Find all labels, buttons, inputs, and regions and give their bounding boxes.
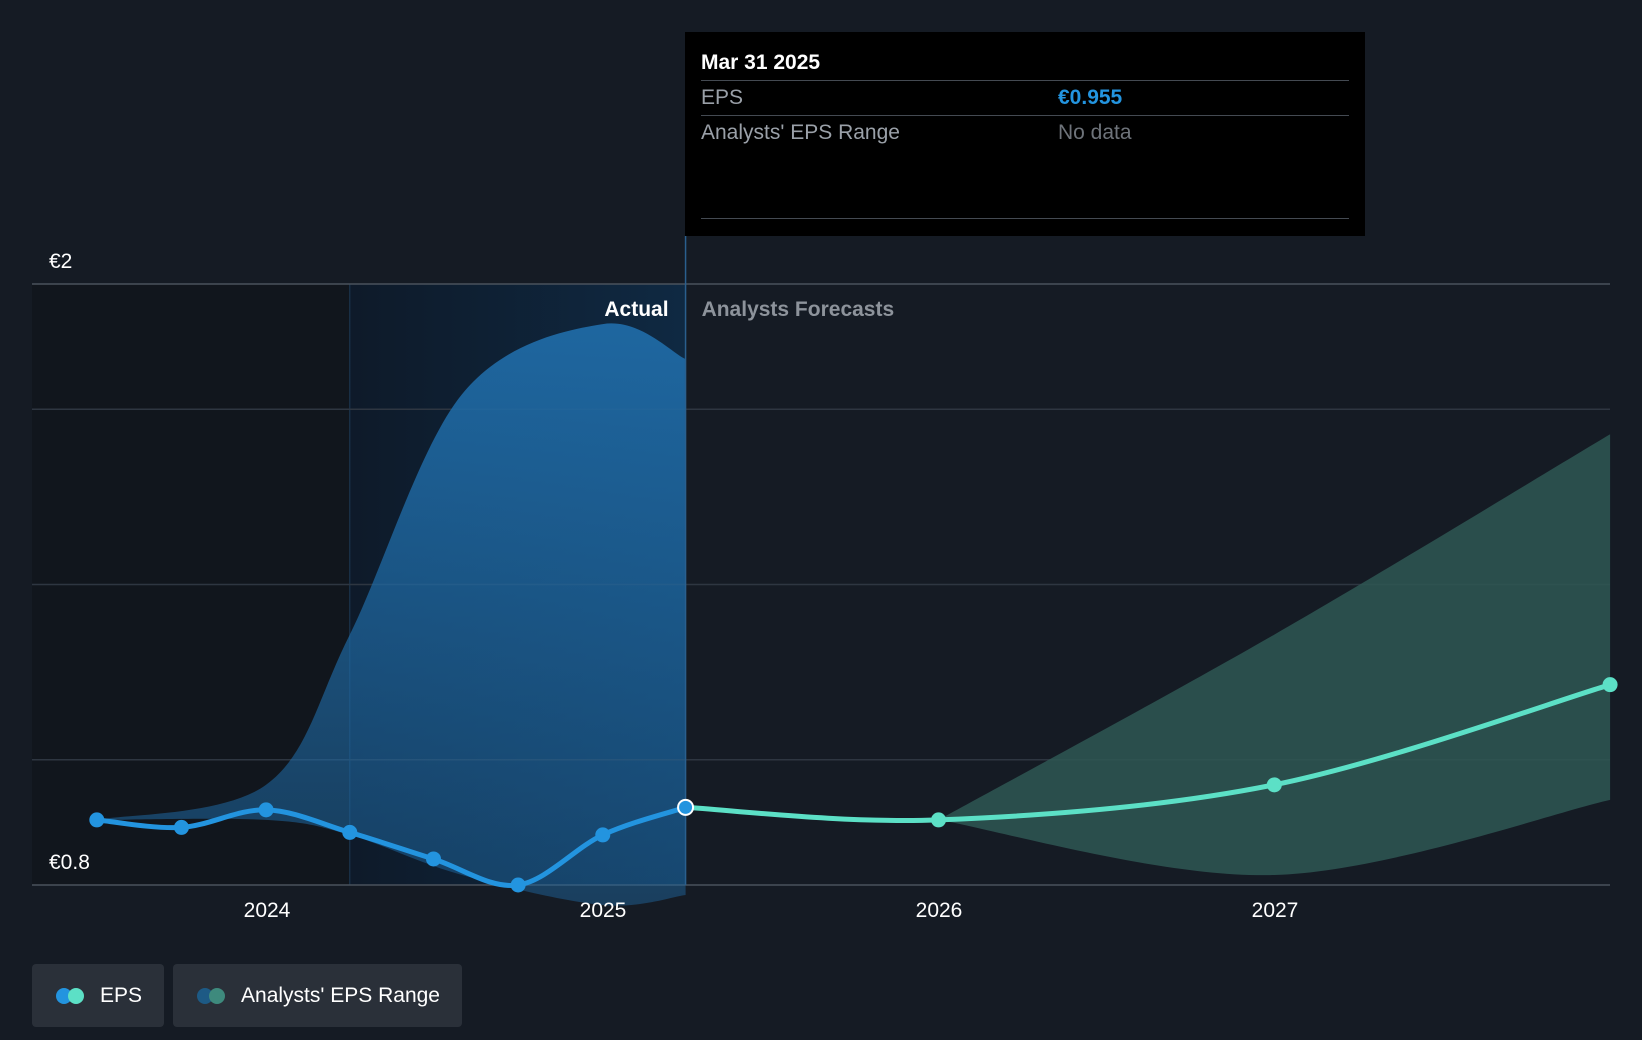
tooltip-range-label: Analysts' EPS Range	[701, 121, 900, 144]
eps-actual-point	[426, 851, 442, 867]
tooltip-date: Mar 31 2025	[701, 46, 1349, 81]
x-tick-label: 2024	[244, 899, 291, 922]
eps-forecast-line	[683, 682, 1613, 824]
tooltip-range-value: No data	[1058, 121, 1132, 144]
eps-actual-point	[510, 877, 526, 893]
eps-range-band-forecast	[938, 434, 1611, 876]
eps-range-legend-icon	[197, 987, 227, 1004]
actual-region-label: Actual	[604, 298, 668, 321]
legend-dot-forecast	[68, 987, 84, 1004]
x-tick-label: 2026	[916, 899, 963, 922]
eps-actual-line	[94, 804, 689, 888]
legend-dot-range-forecast	[209, 987, 226, 1004]
eps-actual-point	[89, 812, 105, 828]
legend-item-eps[interactable]: EPS	[32, 964, 165, 1027]
eps-legend-icon	[56, 987, 86, 1004]
tooltip-eps-value: €0.955	[1058, 86, 1123, 109]
legend-label-eps-range: Analysts' EPS Range	[241, 983, 440, 1007]
eps-actual-point	[258, 802, 274, 818]
forecast-region-label: Analysts Forecasts	[702, 298, 895, 321]
eps-actual-point	[342, 824, 358, 840]
legend: EPS Analysts' EPS Range	[32, 964, 462, 1027]
legend-label-eps: EPS	[100, 983, 143, 1007]
y-axis-label-top: €2	[49, 250, 72, 273]
eps-range-band-actual	[96, 323, 686, 906]
eps-forecast-point	[1266, 777, 1282, 793]
tooltip-divider	[701, 218, 1349, 219]
x-tick-label: 2025	[580, 899, 627, 922]
eps-forecast-point	[1602, 677, 1618, 693]
x-tick-label: 2027	[1252, 899, 1299, 922]
eps-highlighted-point	[677, 798, 695, 816]
legend-item-eps-range[interactable]: Analysts' EPS Range	[173, 964, 462, 1027]
y-axis-label-bottom: €0.8	[49, 851, 90, 874]
tooltip-range-row: Analysts' EPS Range No data	[701, 116, 1349, 150]
tooltip-eps-label: EPS	[701, 86, 744, 109]
eps-actual-point	[173, 819, 189, 835]
tooltip: Mar 31 2025 EPS €0.955 Analysts' EPS Ran…	[685, 32, 1365, 236]
tooltip-eps-row: EPS €0.955	[701, 81, 1349, 116]
eps-forecast-point	[931, 812, 947, 828]
eps-actual-point	[595, 827, 611, 843]
